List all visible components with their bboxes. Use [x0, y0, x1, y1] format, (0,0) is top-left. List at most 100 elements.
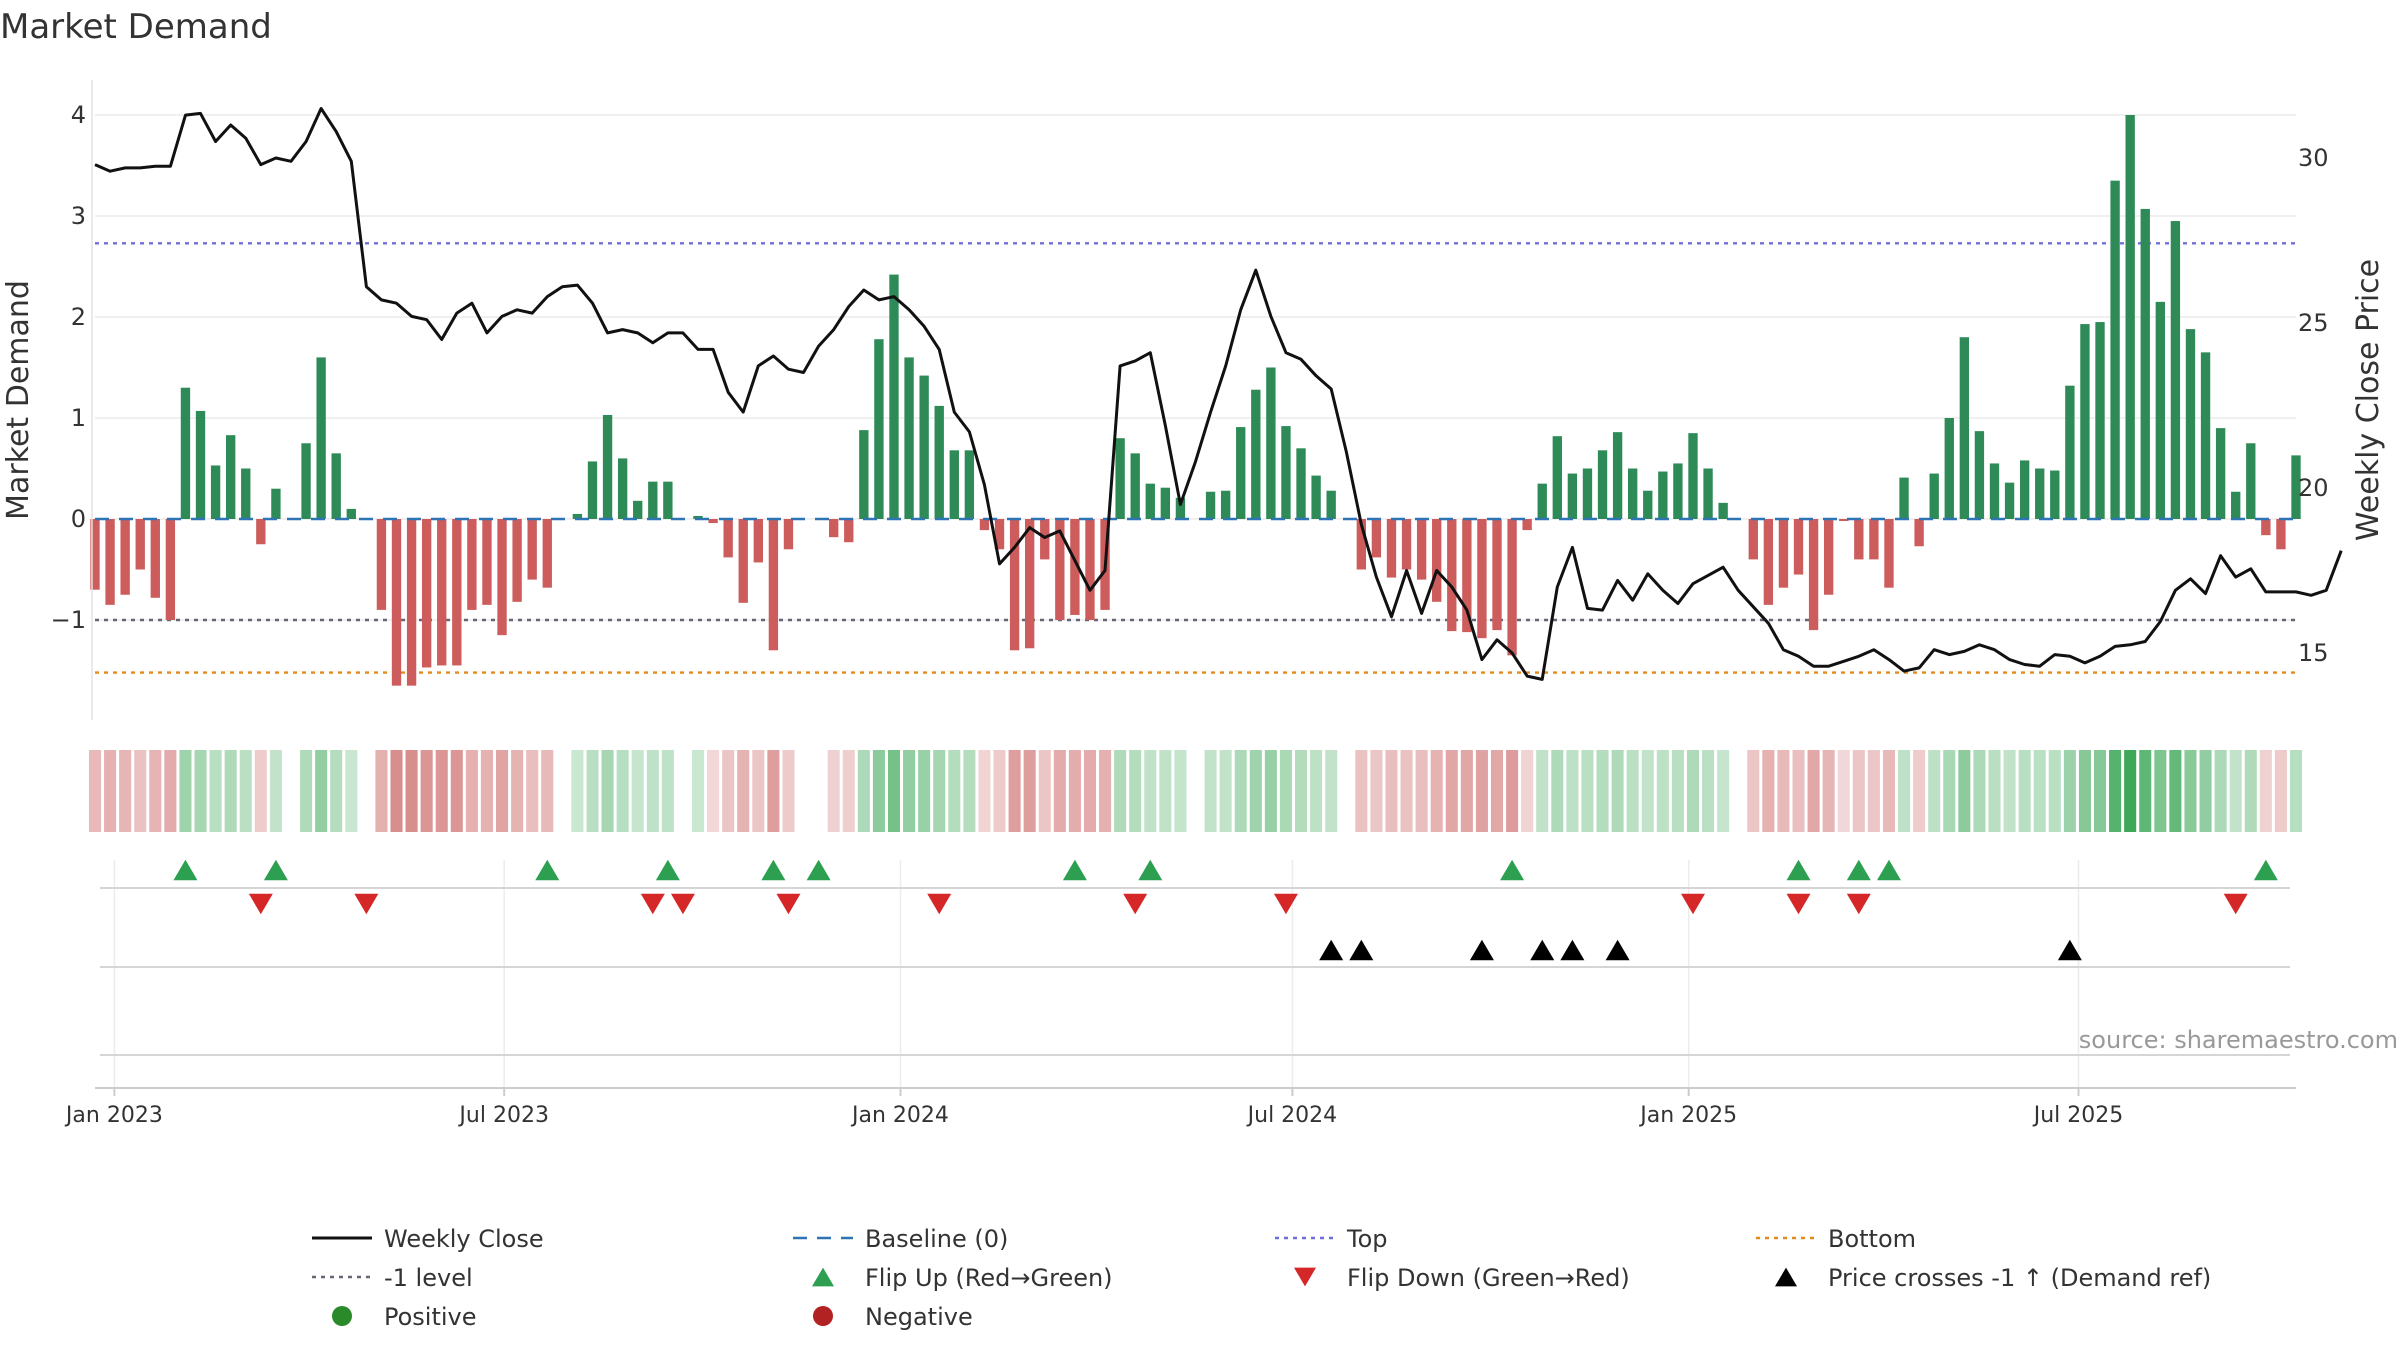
demand-bar-143: [2246, 443, 2256, 519]
demand-bar-119: [1884, 519, 1894, 588]
legend-label-0: Weekly Close: [384, 1225, 544, 1253]
flip-down-marker-7: [1273, 893, 1298, 915]
strip-cell-47: [797, 750, 810, 832]
demand-bar-12: [271, 488, 281, 519]
demand-bar-62: [1024, 519, 1035, 649]
axes: 4 3 2 1 0 −1 30 25 20 15: [51, 80, 2329, 720]
demand-bar-137: [2155, 301, 2165, 519]
demand-bar-43: [738, 519, 748, 603]
strip-cell-74: [1204, 750, 1217, 832]
strip-cell-18: [360, 750, 373, 832]
strip-cell-27: [496, 750, 509, 832]
demand-bar-114: [1808, 519, 1819, 631]
strip-cell-37: [646, 750, 659, 832]
strip-cell-71: [1159, 750, 1172, 832]
demand-bar-3: [135, 519, 145, 570]
legend-label-4: -1 level: [384, 1264, 473, 1292]
legend-item-8: Positive: [332, 1303, 477, 1331]
y-tick-label-5: −1: [51, 606, 86, 634]
flip-up-marker-9: [1786, 859, 1811, 881]
demand-bar-115: [1823, 519, 1834, 595]
strip-cell-40: [691, 750, 705, 832]
flip-up-marker-11: [1876, 859, 1901, 881]
demand-bar-57: [949, 450, 959, 519]
demand-bar-105: [1673, 463, 1683, 519]
demand-bar-84: [1356, 519, 1367, 570]
strip-cell-55: [918, 750, 931, 832]
strip-cell-83: [1340, 750, 1353, 832]
strip-cell-110: [1747, 750, 1760, 832]
legend-label-9: Negative: [865, 1303, 973, 1331]
y-axis-label: Market Demand: [1, 280, 36, 520]
demand-bar-118: [1869, 519, 1879, 560]
demand-bar-138: [2170, 221, 2181, 520]
price-cross-marker-4: [1560, 939, 1585, 961]
strip-cell-135: [2124, 750, 2137, 832]
demand-bar-99: [1582, 468, 1593, 519]
demand-bar-10: [241, 468, 251, 519]
legend-label-1: Baseline (0): [865, 1225, 1008, 1253]
demand-bar-38: [663, 481, 673, 519]
strip-cell-10: [239, 750, 252, 832]
strip-cell-9: [224, 750, 237, 832]
demand-bar-77: [1251, 389, 1261, 519]
strip-cell-120: [1898, 750, 1911, 832]
strip-cell-12: [269, 750, 282, 832]
strip-cell-141: [2214, 750, 2227, 832]
demand-bar-113: [1793, 519, 1804, 575]
demand-bar-127: [2004, 482, 2015, 519]
demand-bar-144: [2261, 519, 2271, 536]
strip-cell-49: [827, 750, 840, 832]
strip-cell-72: [1174, 750, 1187, 832]
demand-bar-14: [301, 443, 311, 519]
demand-bar-7: [195, 410, 206, 519]
demand-bar-74: [1205, 491, 1216, 519]
strip-cell-98: [1566, 750, 1579, 832]
demand-bar-59: [979, 519, 990, 531]
demand-bar-15: [316, 357, 326, 519]
strip-cell-26: [480, 750, 493, 832]
demand-bar-1: [105, 519, 115, 605]
strip-cell-108: [1717, 750, 1730, 832]
demand-bar-117: [1854, 519, 1864, 560]
x-tick-label-2: Jan 2024: [850, 1103, 949, 1128]
strip-cell-19: [375, 750, 388, 832]
demand-bar-45: [768, 519, 779, 651]
flip-down-marker-0: [248, 893, 273, 915]
strip-cell-128: [2018, 750, 2031, 832]
strip-cell-59: [978, 750, 991, 832]
price-cross-marker-6: [2057, 939, 2082, 961]
demand-bar-66: [1085, 519, 1095, 620]
strip-cell-112: [1777, 750, 1790, 832]
strip-cell-97: [1551, 750, 1564, 832]
strip-cell-103: [1641, 750, 1654, 832]
price-cross-marker-2: [1469, 939, 1494, 961]
flip-up-marker-4: [761, 859, 786, 881]
strip-cell-44: [752, 750, 765, 832]
demand-bar-92: [1477, 519, 1487, 639]
demand-bar-112: [1778, 519, 1789, 588]
price-cross-marker-3: [1530, 939, 1555, 961]
strip-cell-6: [179, 750, 192, 832]
strip-cell-53: [887, 750, 901, 832]
strip-cell-34: [601, 750, 614, 832]
source-note: source: sharemaestro.com: [2079, 1026, 2398, 1054]
y-tick-label-2: 2: [71, 303, 86, 331]
flip-up-marker-10: [1846, 859, 1871, 881]
demand-bar-4: [150, 519, 160, 598]
demand-bar-100: [1597, 450, 1608, 519]
demand-bar-82: [1326, 490, 1336, 519]
demand-bar-34: [602, 414, 613, 519]
y-tick-label-0: 4: [71, 101, 86, 129]
demand-bar-116: [1839, 519, 1849, 522]
strip-cell-11: [254, 750, 267, 832]
flip-down-marker-1: [354, 893, 379, 915]
demand-bar-107: [1703, 468, 1713, 519]
demand-bar-104: [1658, 471, 1668, 519]
demand-bar-142: [2231, 491, 2241, 519]
strip-cell-4: [149, 750, 162, 832]
demand-bar-11: [256, 519, 266, 545]
legend-item-1: Baseline (0): [793, 1225, 1008, 1253]
strip-cell-127: [2003, 750, 2016, 832]
